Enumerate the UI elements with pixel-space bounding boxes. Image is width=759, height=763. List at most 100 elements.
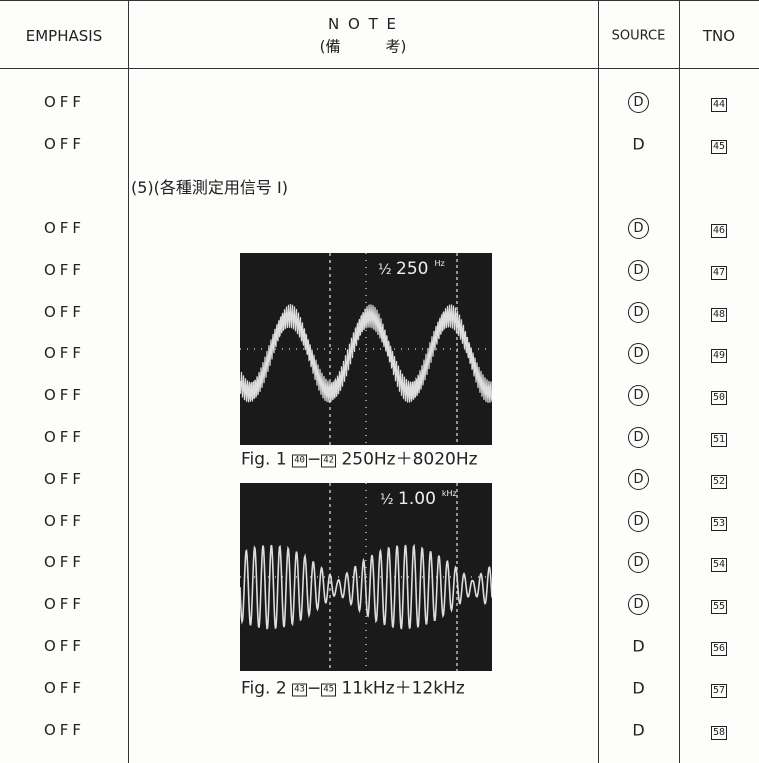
tno-value: 46	[710, 224, 728, 238]
emphasis: OFF	[44, 428, 86, 446]
tno: 54	[679, 552, 759, 573]
rule	[598, 0, 599, 763]
source-value: D	[628, 343, 649, 365]
tno: 45	[679, 134, 759, 154]
source: D	[598, 259, 679, 281]
source: D	[598, 426, 679, 448]
header-source: SOURCE	[611, 28, 666, 44]
source-value: D	[628, 510, 649, 532]
tno: 47	[679, 260, 759, 280]
figure-caption: Fig. 1 40−42 250Hz＋8020Hz	[241, 449, 478, 470]
emphasis: OFF	[44, 260, 86, 279]
source-value: D	[632, 134, 645, 154]
tno: 48	[679, 302, 759, 322]
source-value: D	[632, 678, 645, 698]
emphasis: OFF	[44, 678, 86, 697]
tno: 52	[679, 469, 759, 489]
tno: 53	[679, 511, 759, 531]
trace	[240, 253, 492, 445]
source: D	[598, 342, 679, 365]
ref-to: 42	[321, 454, 337, 468]
source: D	[598, 217, 679, 239]
tno-value: 52	[710, 474, 728, 489]
source-value: D	[628, 92, 649, 113]
header-tno: TNO	[702, 27, 736, 45]
source-value: D	[628, 594, 649, 616]
tno-value: 53	[710, 516, 728, 531]
emphasis: OFF	[44, 469, 86, 488]
source: D	[598, 720, 679, 739]
tno: 51	[679, 427, 759, 447]
tno-value: 56	[710, 642, 728, 656]
tno-value: 58	[710, 725, 728, 740]
scope-readout: ½ 1.00 kHz	[380, 489, 457, 509]
tno-value: 47	[710, 265, 728, 280]
ref-to: 45	[321, 683, 337, 697]
scope-value: 250	[396, 259, 429, 279]
source-value: D	[628, 427, 649, 448]
oscilloscope: ½ 1.00 kHz	[240, 483, 492, 671]
tno: 46	[679, 218, 759, 238]
tno: 50	[679, 385, 759, 406]
oscilloscope: ½ 250 Hz	[240, 253, 492, 445]
source-value: D	[628, 259, 649, 281]
scope-readout: ½ 250 Hz	[378, 259, 445, 279]
source: D	[598, 468, 679, 490]
tno: 57	[679, 678, 759, 698]
source-value: D	[632, 636, 645, 656]
rule	[679, 0, 680, 763]
tno: 58	[679, 720, 759, 740]
emphasis: OFF	[44, 511, 86, 530]
trace	[240, 483, 492, 671]
rule	[0, 68, 759, 69]
tno: 56	[679, 636, 759, 656]
scope-unit: kHz	[441, 489, 457, 498]
source-value: D	[628, 301, 649, 323]
rule	[128, 0, 129, 763]
scope-value: 1.00	[398, 489, 436, 509]
note-heading: (5)(各種測定用信号 I)	[131, 178, 288, 197]
emphasis: OFF	[44, 553, 86, 572]
header-emphasis: EMPHASIS	[25, 27, 103, 45]
tno-value: 57	[710, 683, 728, 698]
tno-value: 45	[710, 139, 728, 154]
tno-value: 44	[710, 98, 728, 112]
header-note: N O T E	[328, 15, 398, 33]
tno-value: 50	[710, 391, 728, 406]
rule	[0, 0, 759, 1]
emphasis: OFF	[44, 637, 86, 655]
source: D	[598, 134, 679, 153]
figure-caption: Fig. 2 43−45 11kHz＋12kHz	[241, 678, 465, 699]
emphasis: OFF	[44, 219, 86, 237]
source-value: D	[628, 218, 649, 239]
scope-unit: Hz	[434, 259, 445, 268]
source-value: D	[632, 720, 645, 740]
emphasis: OFF	[44, 595, 86, 614]
emphasis: OFF	[44, 720, 86, 739]
figure-label: Fig. 2	[241, 678, 287, 699]
ref-from: 40	[292, 454, 307, 468]
emphasis: OFF	[44, 344, 86, 363]
tno-value: 55	[710, 600, 728, 615]
source-value: D	[628, 385, 649, 407]
figure-label: Fig. 1	[241, 449, 287, 470]
source: D	[598, 91, 679, 113]
source: D	[598, 551, 679, 574]
source: D	[598, 301, 679, 323]
source: D	[598, 678, 679, 697]
header-note-sub: (備 考)	[319, 37, 407, 56]
emphasis: OFF	[44, 134, 86, 153]
tno-value: 49	[710, 349, 728, 364]
source-value: D	[628, 468, 649, 490]
emphasis: OFF	[44, 386, 86, 405]
tno-value: 48	[710, 307, 728, 322]
tno-value: 51	[710, 433, 728, 447]
source: D	[598, 510, 679, 532]
source: D	[598, 384, 679, 407]
emphasis: OFF	[44, 93, 86, 111]
source: D	[598, 593, 679, 616]
tno: 55	[679, 594, 759, 615]
source-value: D	[628, 552, 649, 574]
tno-value: 54	[710, 558, 728, 573]
emphasis: OFF	[44, 302, 86, 321]
